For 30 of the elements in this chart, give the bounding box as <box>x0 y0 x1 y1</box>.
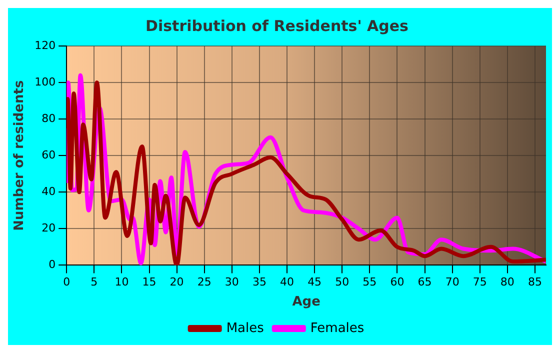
y-axis-title: Number of residents <box>12 80 28 231</box>
x-tick-label: 0 <box>63 276 70 289</box>
x-tick-label: 10 <box>114 276 129 289</box>
x-tick-label: 60 <box>390 276 404 289</box>
y-tick-label: 60 <box>42 148 56 162</box>
x-tick-label: 45 <box>308 276 322 289</box>
y-tick-label: 80 <box>42 112 56 125</box>
y-tick-label: 20 <box>42 222 56 235</box>
x-tick-label: 75 <box>472 276 487 289</box>
x-tick-label: 20 <box>170 276 184 289</box>
x-tick-label: 40 <box>280 276 294 289</box>
x-tick-label: 65 <box>418 276 432 289</box>
y-tick-label: 0 <box>48 258 56 272</box>
x-tick-label: 80 <box>500 276 514 289</box>
x-tick-label: 30 <box>224 276 239 289</box>
x-tick-label: 25 <box>197 276 212 289</box>
x-tick-label: 5 <box>90 276 98 289</box>
x-tick-label: 70 <box>445 276 460 289</box>
x-tick-label: 55 <box>362 276 377 289</box>
y-tick-label: 120 <box>34 38 56 52</box>
legend-label: Females <box>310 320 364 336</box>
y-tick-label: 100 <box>34 75 56 88</box>
y-tick-label: 40 <box>42 184 56 198</box>
x-tick-label: 85 <box>528 276 542 289</box>
legend-label: Males <box>226 320 264 336</box>
x-axis-title: Age <box>292 294 321 310</box>
chart-title: Distribution of Residents' Ages <box>146 16 409 35</box>
x-tick-label: 50 <box>335 276 350 289</box>
x-tick-label: 15 <box>142 276 156 289</box>
x-tick-label: 35 <box>252 276 266 289</box>
